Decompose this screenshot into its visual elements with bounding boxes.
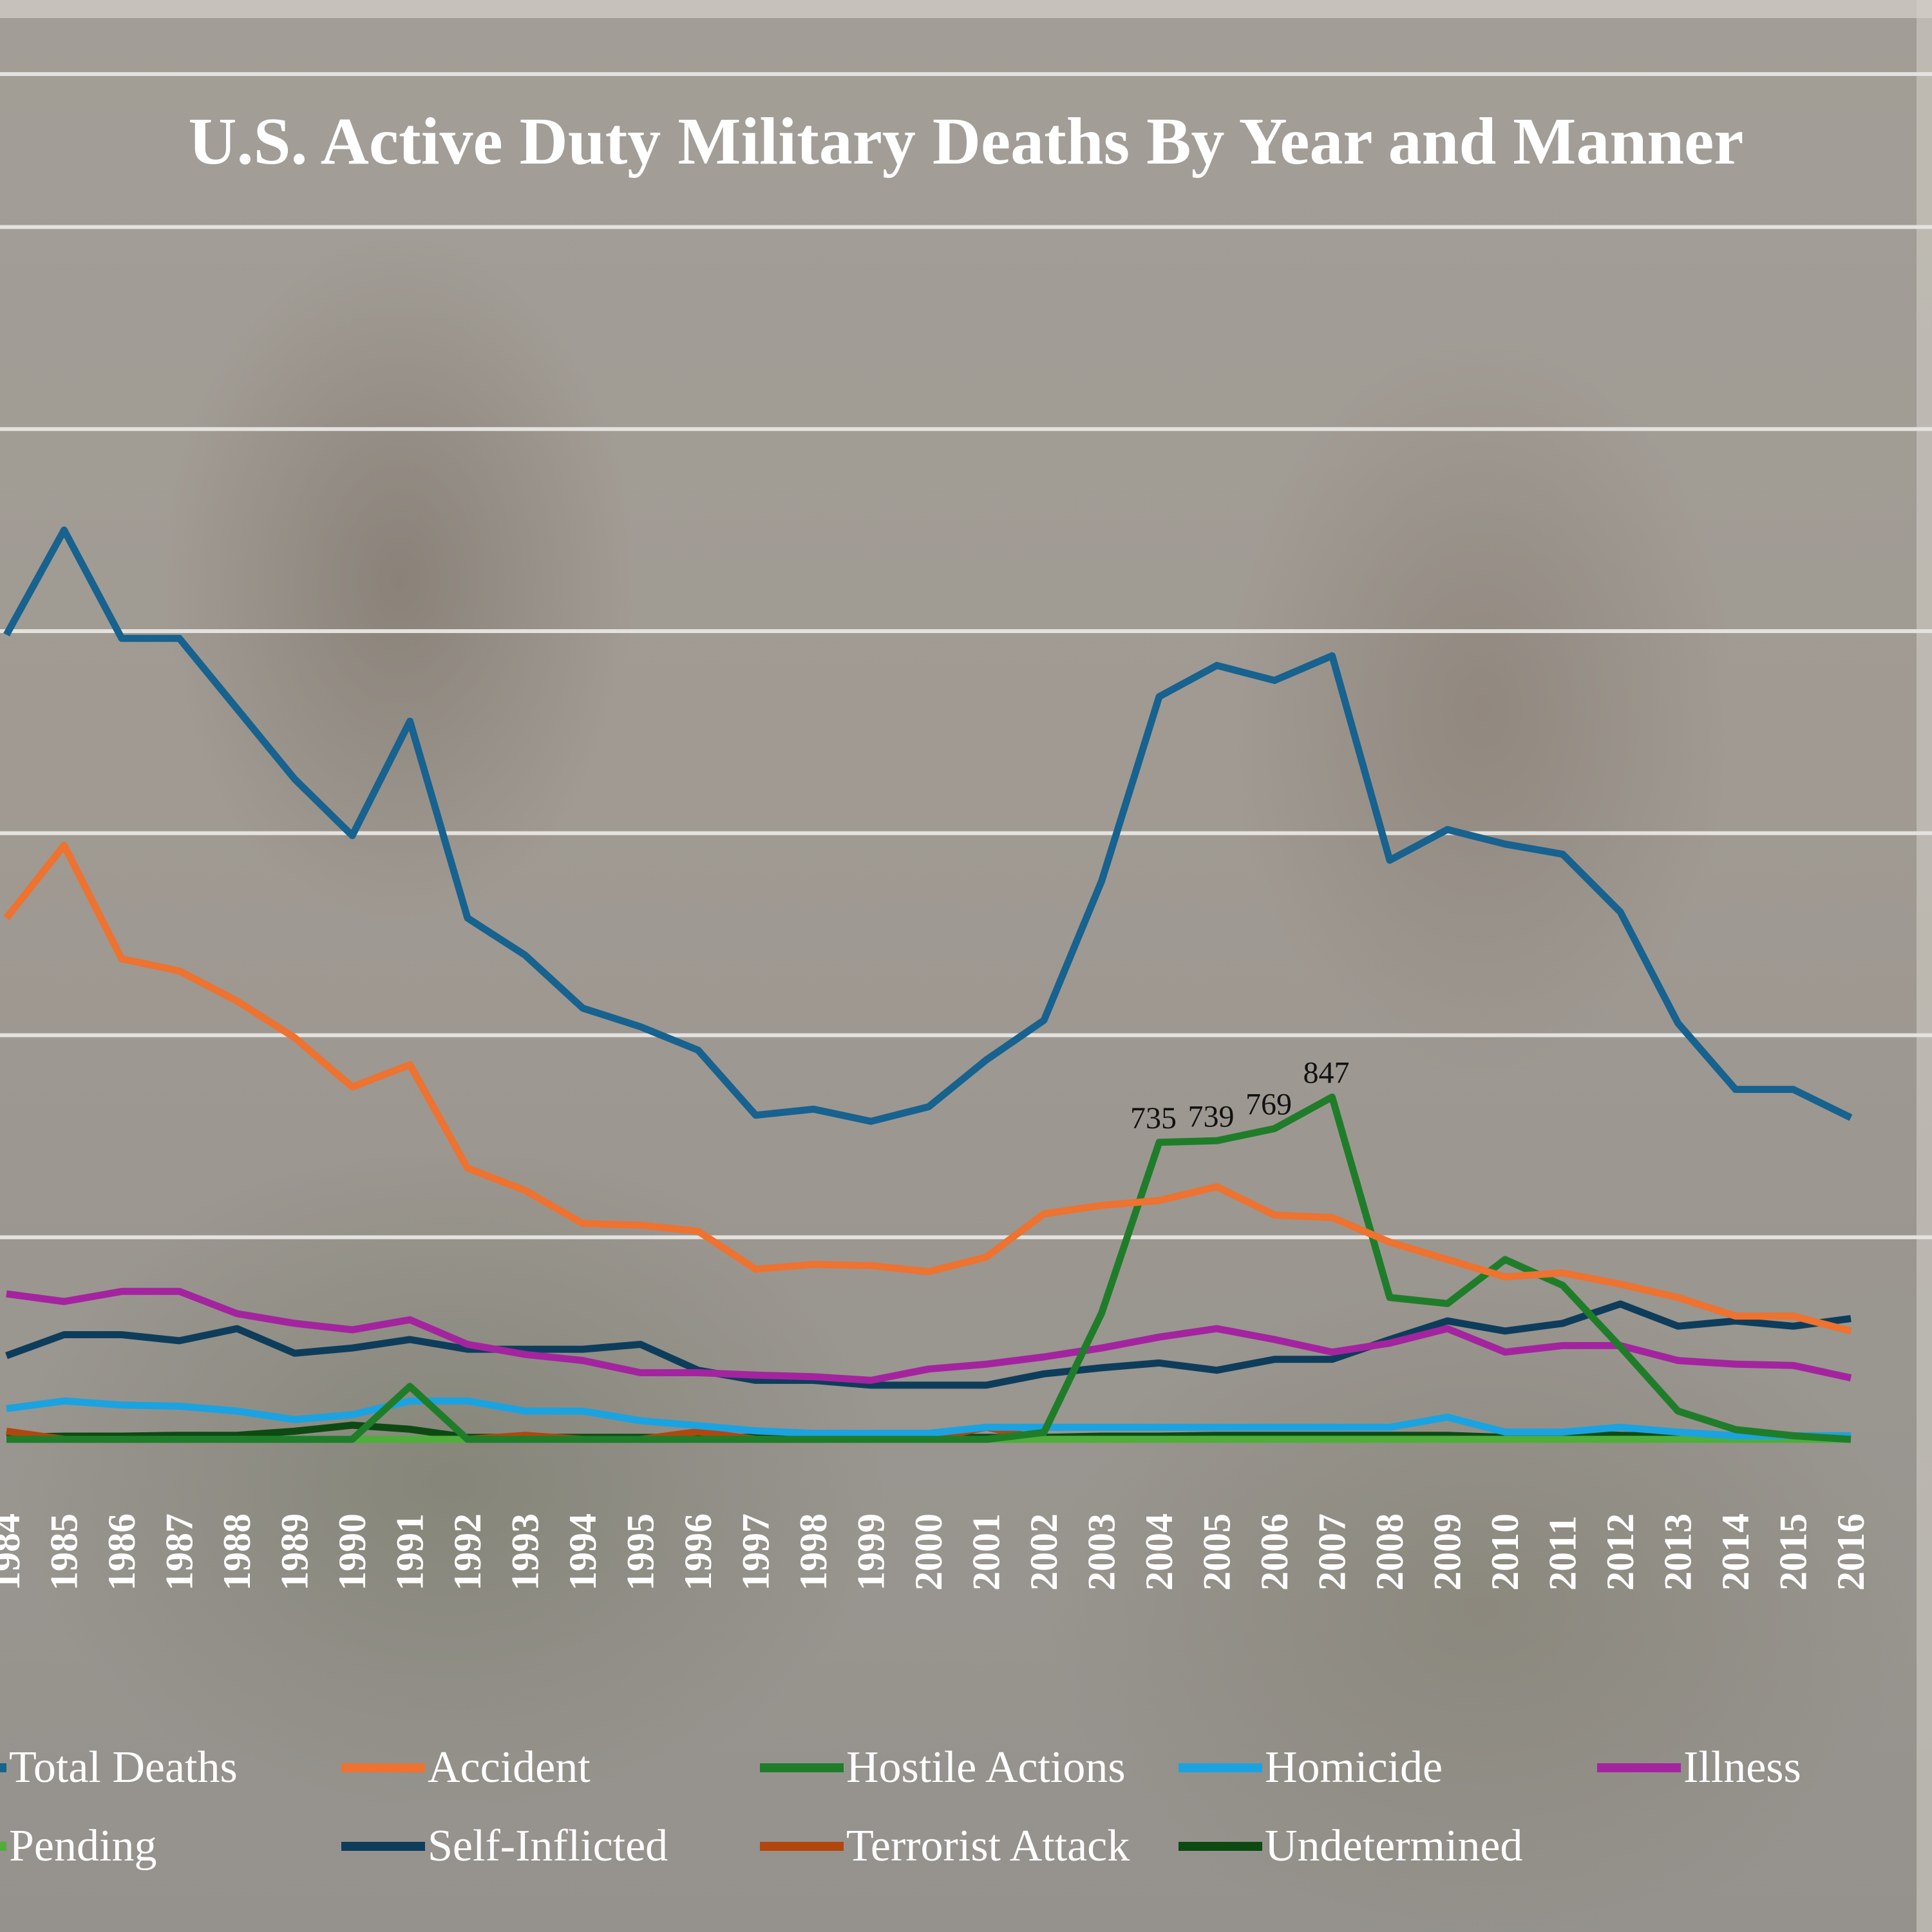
data-label: 847 (1303, 1056, 1350, 1090)
legend-item[interactable]: Pending (0, 1817, 156, 1875)
legend-swatch (760, 1842, 844, 1851)
legend-swatch (1179, 1763, 1262, 1772)
x-tick-label: 2011 (1542, 1515, 1584, 1591)
legend-label: Terrorist Attack (846, 1821, 1130, 1871)
x-tick-label: 1992 (446, 1513, 489, 1591)
legend-swatch (0, 1842, 6, 1851)
legend-item[interactable]: Accident (341, 1739, 591, 1797)
x-tick-label: 2014 (1714, 1513, 1757, 1591)
legend-label: Homicide (1265, 1743, 1443, 1792)
x-tick-label: 1985 (43, 1513, 86, 1591)
x-tick-label: 1993 (504, 1513, 547, 1591)
x-tick-label: 1986 (100, 1513, 143, 1591)
chart-legend: Total Deaths Accident Hostile Actions Homic… (0, 1739, 1932, 1906)
legend-swatch (341, 1842, 425, 1851)
series-line-illness (6, 1287, 1852, 1384)
legend-item[interactable]: Hostile Actions (760, 1739, 1126, 1797)
x-tick-label: 2012 (1599, 1513, 1642, 1591)
x-tick-label: 1989 (274, 1513, 316, 1591)
legend-swatch (1179, 1842, 1262, 1851)
x-tick-label: 1995 (620, 1513, 662, 1591)
x-tick-label: 1999 (850, 1513, 893, 1591)
frame-right-edge (1917, 0, 1932, 1932)
x-tick-label: 2003 (1081, 1513, 1123, 1591)
x-tick-label: 2016 (1830, 1513, 1872, 1591)
legend-label: Self-Inflicted (428, 1821, 668, 1871)
legend-label: Undetermined (1265, 1821, 1523, 1871)
x-tick-label: 2008 (1368, 1513, 1411, 1591)
legend-label: Total Deaths (9, 1743, 238, 1792)
data-labels: 735 739 769 847 (1130, 1056, 1350, 1135)
legend-label: Pending (9, 1821, 157, 1871)
x-tick-label: 1996 (677, 1513, 719, 1591)
legend-item[interactable]: Undetermined (1179, 1817, 1522, 1875)
legend-item[interactable]: Terrorist Attack (760, 1817, 1130, 1875)
x-tick-label: 2005 (1196, 1513, 1238, 1591)
legend-item[interactable]: Illness (1597, 1739, 1801, 1797)
x-tick-label: 2010 (1484, 1513, 1526, 1591)
gridlines (0, 72, 1932, 1240)
x-tick-label: 2013 (1657, 1513, 1700, 1591)
legend-item[interactable]: Self-Inflicted (341, 1817, 668, 1875)
legend-item[interactable]: Homicide (1179, 1739, 1443, 1797)
legend-label: Illness (1683, 1743, 1801, 1792)
legend-swatch (341, 1763, 425, 1772)
x-tick-label: 2007 (1311, 1513, 1354, 1591)
legend-item[interactable]: Total Deaths (0, 1739, 238, 1797)
legend-label: Hostile Actions (846, 1743, 1126, 1792)
series-line-accident (3, 842, 1852, 1335)
legend-swatch (1597, 1763, 1681, 1772)
x-axis-tick-labels: 1984 1985 1986 1987 1988 1989 1990 1991 1992 1993… (0, 1513, 1872, 1591)
frame-top-edge (0, 0, 1932, 18)
series-lines (3, 526, 1853, 1443)
series-line-total-deaths (3, 526, 1853, 1125)
x-tick-label: 1994 (562, 1513, 604, 1591)
x-tick-label: 1998 (792, 1513, 835, 1591)
series-line-homicide (6, 1397, 1851, 1439)
data-label: 735 (1130, 1101, 1177, 1135)
legend-swatch (760, 1763, 844, 1772)
x-tick-label: 2001 (965, 1513, 1008, 1591)
x-tick-label: 2009 (1426, 1513, 1469, 1591)
legend-swatch (0, 1763, 6, 1772)
x-tick-label: 1997 (735, 1513, 777, 1591)
x-tick-label: 1984 (0, 1513, 28, 1591)
x-tick-label: 2006 (1253, 1513, 1296, 1591)
series-line-self-inflicted (5, 1300, 1852, 1389)
x-tick-label: 1987 (158, 1513, 201, 1591)
data-label: 739 (1188, 1099, 1235, 1133)
chart-title: U.S. Active Duty Military Deaths By Year… (188, 104, 1744, 178)
x-tick-label: 1988 (216, 1513, 258, 1591)
x-tick-label: 2015 (1772, 1513, 1815, 1591)
x-tick-label: 1990 (331, 1513, 374, 1591)
x-tick-label: 1991 (389, 1513, 431, 1591)
data-label: 769 (1245, 1087, 1292, 1121)
x-tick-label: 2000 (907, 1513, 950, 1591)
x-tick-label: 2004 (1138, 1513, 1180, 1591)
legend-label: Accident (428, 1743, 591, 1792)
x-tick-label: 2002 (1023, 1513, 1065, 1591)
